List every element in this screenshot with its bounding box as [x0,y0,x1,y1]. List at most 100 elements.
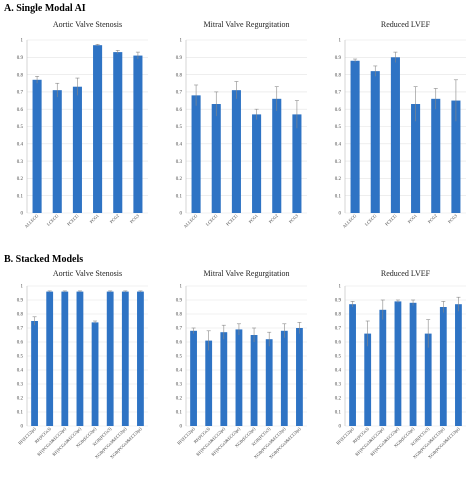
x-tick-label: ALLECG [24,213,40,229]
y-tick-label: 0.9 [176,56,183,61]
bar [211,104,221,213]
y-tick-label: 0.7 [176,91,183,96]
bar [280,330,288,426]
y-tick-label: 0.9 [17,56,24,61]
x-tick-label: PCG3 [129,213,141,225]
y-tick-label: 0.4 [176,143,183,148]
y-tick-label: 0.3 [176,383,183,388]
y-tick-label: 0.7 [176,327,183,332]
y-tick-label: 0.8 [335,313,342,318]
y-tick-label: 0.3 [335,160,342,165]
x-tick-label: ALLECG [183,213,199,229]
y-tick-label: 0.9 [17,299,24,304]
y-tick-label: 0.2 [335,177,342,182]
bar [106,291,114,426]
bar [52,90,62,213]
y-tick-label: 1 [21,39,24,44]
y-tick-label: 0.4 [176,369,183,374]
y-tick-label: 1 [339,39,342,44]
y-tick-label: 1 [180,39,183,44]
x-tick-label: LCECG [364,213,378,227]
y-tick-label: 0.1 [17,411,24,416]
y-tick-label: 0.1 [335,411,342,416]
bar [296,328,303,426]
y-tick-label: 0.7 [17,327,24,332]
y-tick-label: 0.8 [17,313,24,318]
y-tick-label: 0.8 [335,73,342,78]
section-title-stacked-models: B. Stacked Models [4,254,84,265]
y-tick-label: 0 [21,212,24,217]
chart-5: Mitral Valve Regurgitation 0 0.1 0.2 0.3 0.4 0… [176,269,307,460]
bar [31,321,38,426]
bar [390,57,400,213]
y-tick-label: 0.9 [335,56,342,61]
y-tick-label: 0.4 [335,143,342,148]
y-tick-label: 0 [180,425,183,430]
chart-3: Reduced LVEF 0 0.1 0.2 0.3 0.4 0.5 0.6 0.7 0.8 0.9… [335,20,466,229]
chart-title: Aortic Valve Stenosis [53,20,122,29]
bar [220,332,228,426]
bar [46,291,54,426]
bar [235,329,243,426]
bar [191,95,201,213]
bar [137,291,144,426]
y-tick-label: 0.5 [17,125,24,130]
bar [205,340,213,426]
y-tick-label: 0.3 [335,383,342,388]
chart-1: Aortic Valve Stenosis 0 0.1 0.2 0.3 0.4 0.5 0.6… [17,20,148,229]
y-tick-label: 1 [339,285,342,290]
chart-title: Reduced LVEF [381,269,431,278]
y-tick-label: 0.6 [17,108,24,113]
y-tick-label: 0.6 [176,108,183,113]
y-tick-label: 0.8 [17,73,24,78]
y-tick-label: 0.5 [176,125,183,130]
bar [250,335,258,426]
y-tick-label: 0 [339,425,342,430]
y-tick-label: 0.5 [335,125,342,130]
bar [292,114,302,213]
bar [72,86,82,213]
bar [451,100,461,213]
x-tick-label: PCG2 [109,213,120,224]
bar [439,307,447,426]
bar [93,45,103,213]
bar [455,304,462,426]
y-tick-label: 0.3 [17,383,24,388]
y-tick-label: 0.4 [17,143,24,148]
bar [409,302,417,426]
bar [61,291,69,426]
chart-4: Aortic Valve Stenosis 0 0.1 0.2 0.3 0.4 0.5 0.6… [17,269,148,460]
chart-title: Mitral Valve Regurgitation [204,269,290,278]
bar [190,330,197,426]
bar [394,301,402,426]
bar [431,98,441,213]
y-tick-label: 0.2 [335,397,342,402]
x-tick-label: PCECG [225,213,239,227]
x-tick-label: PCG3 [288,213,300,225]
y-tick-label: 0.8 [176,313,183,318]
x-tick-label: PCG2 [427,213,438,224]
bar [364,333,372,426]
bar [424,333,432,426]
section-title-single-modal: A. Single Modal AI [4,3,86,14]
y-tick-label: 0.5 [17,355,24,360]
x-tick-label: ALLECG [342,213,358,229]
y-tick-label: 0.2 [176,177,183,182]
y-tick-label: 1 [180,285,183,290]
y-tick-label: 0.6 [335,108,342,113]
chart-2: Mitral Valve Regurgitation 0 0.1 0.2 0.3 0.4 0… [176,20,307,229]
bar [121,291,129,426]
bar [370,71,380,213]
x-tick-label: PCECG [384,213,398,227]
x-tick-label: PCG1 [407,213,418,224]
y-tick-label: 0.1 [176,411,183,416]
y-tick-label: 0.1 [17,194,24,199]
x-tick-label: PCECG [66,213,80,227]
y-tick-label: 0 [339,212,342,217]
y-tick-label: 0.6 [176,341,183,346]
bar [76,291,84,426]
x-tick-label: PCG3 [447,213,459,225]
bar [252,114,262,213]
x-tick-label: LCECG [46,213,60,227]
